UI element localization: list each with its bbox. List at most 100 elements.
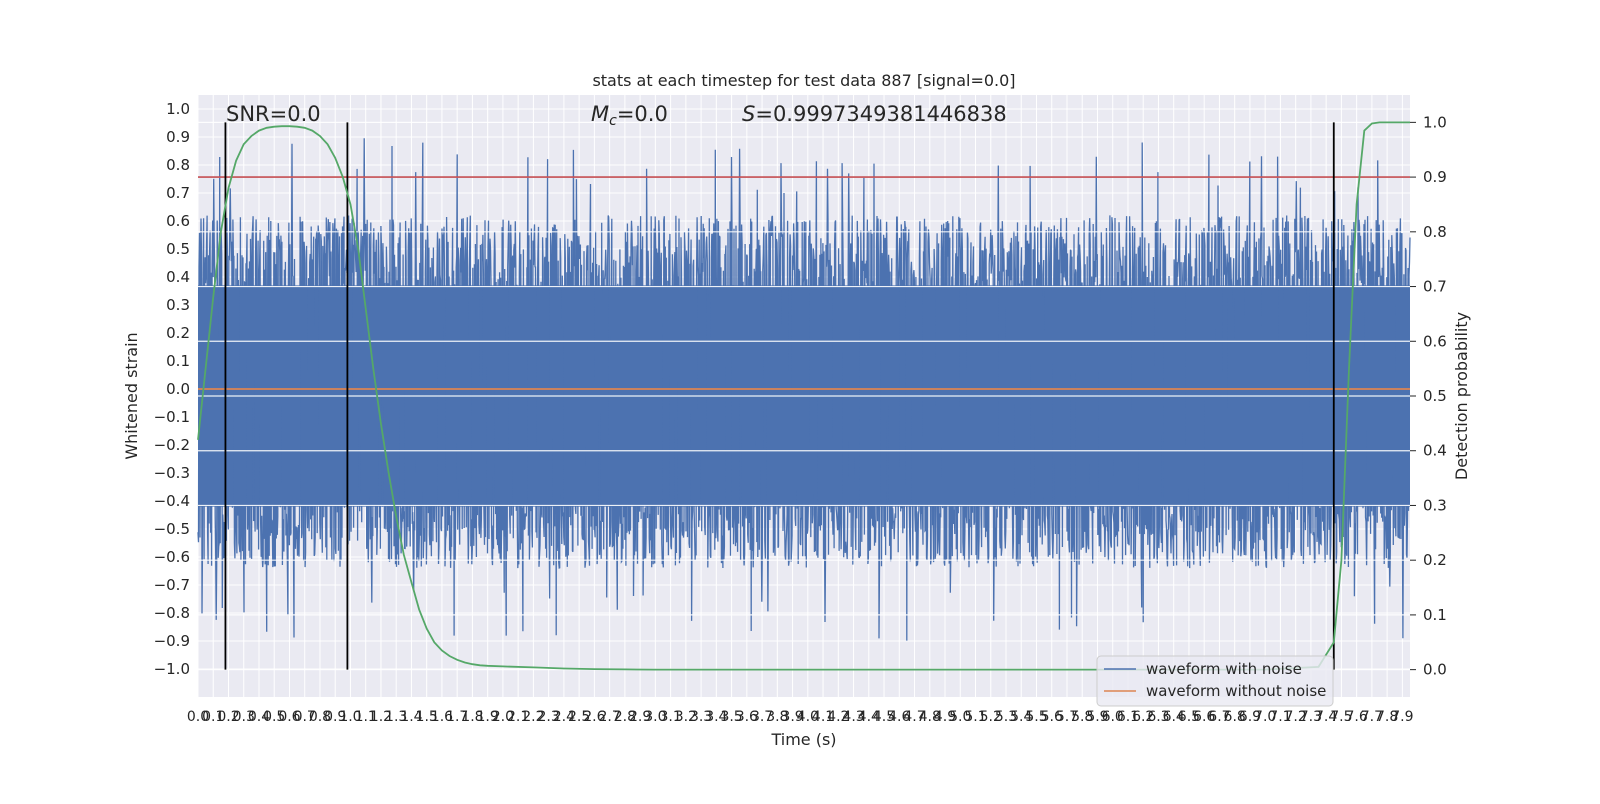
y-tick-label-left: 0.9 — [166, 128, 190, 146]
x-tick-label: 7.9 — [1391, 709, 1413, 725]
mc-value: =0.0 — [617, 102, 668, 126]
x-tick-label: 2.3 — [538, 709, 560, 725]
y-tick-label-left: 0.4 — [166, 268, 190, 286]
y-tick-label-right: 0.3 — [1423, 496, 1447, 514]
y-tick-label-left: 0.7 — [166, 184, 190, 202]
x-tick-label: 3.5 — [720, 709, 742, 725]
y-tick-label-left: −0.1 — [154, 408, 190, 426]
y-tick-label-left: 0.6 — [166, 212, 190, 230]
x-tick-label: 7.4 — [1315, 709, 1337, 725]
mc-annotation: Mc=0.0 — [591, 102, 668, 129]
x-tick-label: 4.0 — [797, 709, 819, 725]
x-tick-label: 6.2 — [1132, 709, 1154, 725]
y-tick-label-left: 0.3 — [166, 296, 190, 314]
y-tick-label-left: 0.2 — [166, 324, 190, 342]
y-ticks-right: 1.0 0.9 0.8 0.7 0.6 0.5 0.4 0.3 0.2 0.1 0.0 — [1410, 113, 1447, 679]
x-tick-label: 4.3 — [842, 709, 864, 725]
y-tick-label-left: −0.4 — [154, 492, 190, 510]
legend-label-clean: waveform without noise — [1146, 682, 1326, 700]
x-tick-label: 7.8 — [1376, 709, 1398, 725]
x-tick-label: 1.7 — [446, 709, 468, 725]
y-tick-label-right: 0.5 — [1423, 387, 1447, 405]
x-tick-label: 2.6 — [583, 709, 605, 725]
x-tick-label: 6.8 — [1224, 709, 1246, 725]
x-tick-label: 1.4 — [400, 709, 422, 725]
legend: waveform with noise waveform without noi… — [1096, 655, 1334, 707]
y-tick-label-left: 0.5 — [166, 240, 190, 258]
x-tick-label: 4.4 — [858, 709, 880, 725]
y-tick-label-left: −0.9 — [154, 632, 190, 650]
x-tick-label: 1.1 — [355, 709, 377, 725]
y-tick-label-right: 0.8 — [1423, 223, 1447, 241]
noise-waveform — [197, 121, 1411, 671]
x-tick-label: 2.0 — [492, 709, 514, 725]
x-tick-label: 1.0 — [339, 709, 361, 725]
x-tick-label: 4.1 — [812, 709, 834, 725]
y-tick-label-left: −0.8 — [154, 604, 190, 622]
x-ticks: 0.00.10.20.30.40.50.60.70.80.91.01.11.21… — [187, 709, 1414, 725]
x-tick-label: 5.0 — [949, 709, 971, 725]
y-tick-label-left: −0.7 — [154, 576, 190, 594]
s-annotation: S=0.9997349381446838 — [742, 102, 1007, 126]
x-tick-label: 0.7 — [294, 709, 316, 725]
x-tick-label: 7.7 — [1361, 709, 1383, 725]
x-tick-label: 1.6 — [431, 709, 453, 725]
x-tick-label: 3.9 — [781, 709, 803, 725]
snr-annotation: SNR=0.0 — [226, 102, 321, 126]
legend-label-noise: waveform with noise — [1146, 660, 1302, 678]
x-tick-label: 4.9 — [934, 709, 956, 725]
x-tick-label: 6.9 — [1239, 709, 1261, 725]
noise-waveform-line — [197, 138, 1411, 641]
x-tick-label: 0.4 — [248, 709, 270, 725]
y-tick-label-left: −0.2 — [154, 436, 190, 454]
x-tick-label: 5.1 — [964, 709, 986, 725]
x-tick-label: 5.2 — [980, 709, 1002, 725]
x-tick-label: 4.6 — [888, 709, 910, 725]
x-tick-label: 6.3 — [1147, 709, 1169, 725]
x-tick-label: 3.3 — [690, 709, 712, 725]
x-tick-label: 6.4 — [1163, 709, 1185, 725]
x-tick-label: 1.3 — [385, 709, 407, 725]
x-tick-label: 1.2 — [370, 709, 392, 725]
y-axis-label-right: Detection probability — [1452, 312, 1471, 480]
x-tick-label: 1.9 — [477, 709, 499, 725]
x-tick-label: 0.9 — [324, 709, 346, 725]
x-tick-label: 7.2 — [1285, 709, 1307, 725]
x-tick-label: 4.8 — [919, 709, 941, 725]
x-tick-label: 0.1 — [202, 709, 224, 725]
y-tick-label-right: 0.4 — [1423, 442, 1447, 460]
x-tick-label: 5.4 — [1010, 709, 1032, 725]
y-tick-label-left: −0.3 — [154, 464, 190, 482]
x-tick-label: 2.9 — [629, 709, 651, 725]
y-tick-label-left: 0.1 — [166, 352, 190, 370]
x-tick-label: 2.5 — [568, 709, 590, 725]
y-tick-label-right: 0.6 — [1423, 332, 1447, 350]
s-symbol: S — [742, 102, 755, 126]
x-tick-label: 6.7 — [1208, 709, 1230, 725]
x-tick-label: 5.9 — [1086, 709, 1108, 725]
x-tick-label: 0.5 — [263, 709, 285, 725]
y-tick-label-left: 1.0 — [166, 100, 190, 118]
x-tick-label: 3.2 — [675, 709, 697, 725]
y-tick-label-left: −0.5 — [154, 520, 190, 538]
x-tick-label: 0.3 — [233, 709, 255, 725]
x-tick-label: 1.8 — [461, 709, 483, 725]
x-tick-label: 5.7 — [1056, 709, 1078, 725]
chart-title: stats at each timestep for test data 887… — [592, 71, 1015, 90]
x-tick-label: 7.6 — [1346, 709, 1368, 725]
y-tick-label-left: −1.0 — [154, 660, 190, 678]
s-value: =0.9997349381446838 — [755, 102, 1006, 126]
x-tick-label: 3.8 — [766, 709, 788, 725]
y-tick-label-right: 0.7 — [1423, 278, 1447, 296]
x-tick-label: 5.8 — [1071, 709, 1093, 725]
x-tick-label: 2.4 — [553, 709, 575, 725]
x-tick-label: 6.6 — [1193, 709, 1215, 725]
x-tick-label: 0.6 — [278, 709, 300, 725]
y-tick-label-right: 1.0 — [1423, 113, 1447, 131]
legend-box — [1096, 655, 1334, 707]
mc-subscript: c — [609, 113, 617, 129]
x-tick-label: 0.0 — [187, 709, 209, 725]
y-ticks-left: 1.0 0.9 0.8 0.7 0.6 0.5 0.4 0.3 0.2 0.1 0.0 −0.1 −0.… — [154, 100, 190, 678]
